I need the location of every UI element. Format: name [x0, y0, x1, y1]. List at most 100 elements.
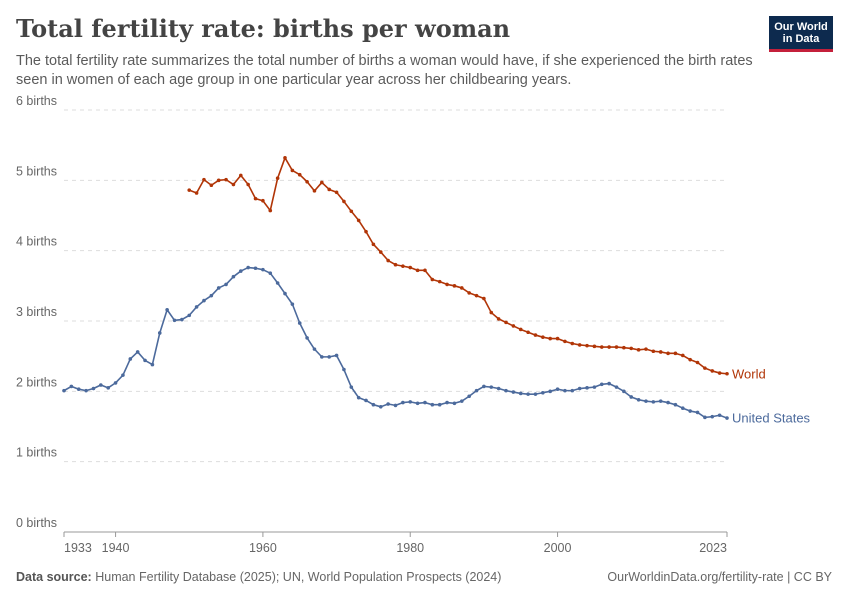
data-point[interactable]: [202, 298, 206, 303]
data-point[interactable]: [246, 182, 250, 187]
data-point[interactable]: [327, 355, 332, 359]
data-point[interactable]: [356, 395, 361, 400]
data-point[interactable]: [467, 291, 471, 295]
data-point[interactable]: [364, 229, 368, 234]
data-point[interactable]: [165, 307, 169, 312]
data-point[interactable]: [393, 262, 398, 267]
data-point[interactable]: [364, 398, 368, 403]
data-point[interactable]: [209, 183, 214, 188]
data-point[interactable]: [563, 339, 567, 344]
data-point[interactable]: [386, 402, 390, 406]
data-point[interactable]: [312, 189, 317, 193]
data-point[interactable]: [297, 321, 302, 325]
data-point[interactable]: [239, 269, 243, 273]
data-point[interactable]: [268, 271, 273, 275]
data-point[interactable]: [511, 324, 516, 328]
data-point[interactable]: [533, 392, 538, 396]
data-point[interactable]: [290, 302, 295, 306]
data-point[interactable]: [629, 346, 634, 351]
data-point[interactable]: [673, 351, 678, 356]
data-point[interactable]: [408, 265, 413, 270]
series-label[interactable]: World: [732, 366, 766, 381]
data-point[interactable]: [209, 293, 214, 298]
data-point[interactable]: [239, 173, 243, 178]
data-point[interactable]: [135, 350, 140, 354]
data-point[interactable]: [614, 385, 619, 389]
data-point[interactable]: [651, 349, 656, 354]
data-point[interactable]: [725, 416, 729, 420]
data-source-text[interactable]: Human Fertility Database (2025); UN, Wor…: [95, 570, 502, 584]
data-point[interactable]: [437, 402, 442, 407]
data-point[interactable]: [157, 331, 162, 335]
data-point[interactable]: [577, 343, 582, 347]
series-label[interactable]: United States: [732, 411, 811, 426]
data-point[interactable]: [305, 179, 309, 184]
data-point[interactable]: [84, 388, 88, 393]
data-point[interactable]: [570, 341, 575, 346]
data-point[interactable]: [172, 318, 177, 323]
data-point[interactable]: [194, 305, 199, 309]
data-point[interactable]: [91, 386, 96, 391]
data-point[interactable]: [261, 198, 265, 203]
data-point[interactable]: [445, 282, 449, 287]
data-point[interactable]: [533, 333, 538, 337]
data-point[interactable]: [275, 281, 280, 285]
data-point[interactable]: [371, 402, 376, 407]
data-point[interactable]: [128, 357, 133, 361]
data-point[interactable]: [496, 317, 501, 321]
data-point[interactable]: [636, 348, 641, 352]
series-line[interactable]: [63, 266, 728, 419]
data-point[interactable]: [673, 402, 678, 407]
data-point[interactable]: [342, 199, 346, 204]
data-point[interactable]: [423, 400, 427, 405]
data-point[interactable]: [415, 268, 420, 273]
data-point[interactable]: [607, 381, 611, 386]
data-point[interactable]: [695, 360, 700, 365]
data-point[interactable]: [563, 388, 567, 393]
series-line[interactable]: [188, 157, 728, 375]
data-point[interactable]: [658, 350, 663, 354]
data-point[interactable]: [526, 392, 530, 396]
data-point[interactable]: [629, 395, 634, 399]
data-point[interactable]: [194, 191, 199, 195]
data-point[interactable]: [275, 176, 280, 181]
data-point[interactable]: [401, 264, 405, 268]
data-point[interactable]: [710, 414, 715, 419]
data-point[interactable]: [518, 327, 523, 332]
data-point[interactable]: [113, 381, 118, 385]
data-point[interactable]: [224, 177, 228, 182]
data-point[interactable]: [349, 385, 354, 389]
data-point[interactable]: [703, 366, 707, 370]
data-point[interactable]: [460, 286, 464, 290]
data-point[interactable]: [474, 293, 479, 298]
data-point[interactable]: [504, 320, 508, 325]
data-point[interactable]: [187, 313, 192, 318]
data-point[interactable]: [592, 385, 597, 389]
data-point[interactable]: [297, 172, 302, 177]
data-point[interactable]: [437, 279, 442, 284]
data-point[interactable]: [585, 343, 589, 348]
data-point[interactable]: [305, 336, 309, 340]
data-point[interactable]: [378, 250, 383, 254]
data-point[interactable]: [725, 371, 729, 376]
data-point[interactable]: [415, 401, 420, 406]
data-point[interactable]: [681, 353, 685, 358]
data-point[interactable]: [703, 415, 707, 420]
data-point[interactable]: [356, 218, 361, 223]
data-point[interactable]: [511, 390, 516, 394]
data-point[interactable]: [143, 358, 147, 363]
data-point[interactable]: [518, 391, 523, 396]
data-point[interactable]: [489, 310, 494, 315]
data-point[interactable]: [312, 347, 317, 351]
data-point[interactable]: [430, 402, 435, 407]
data-point[interactable]: [614, 345, 619, 349]
data-point[interactable]: [548, 336, 552, 341]
data-point[interactable]: [62, 388, 66, 393]
data-point[interactable]: [327, 187, 332, 192]
data-point[interactable]: [688, 409, 692, 413]
data-point[interactable]: [651, 400, 656, 404]
data-point[interactable]: [644, 347, 648, 351]
data-point[interactable]: [231, 274, 236, 279]
data-point[interactable]: [290, 168, 295, 173]
data-point[interactable]: [636, 397, 641, 402]
